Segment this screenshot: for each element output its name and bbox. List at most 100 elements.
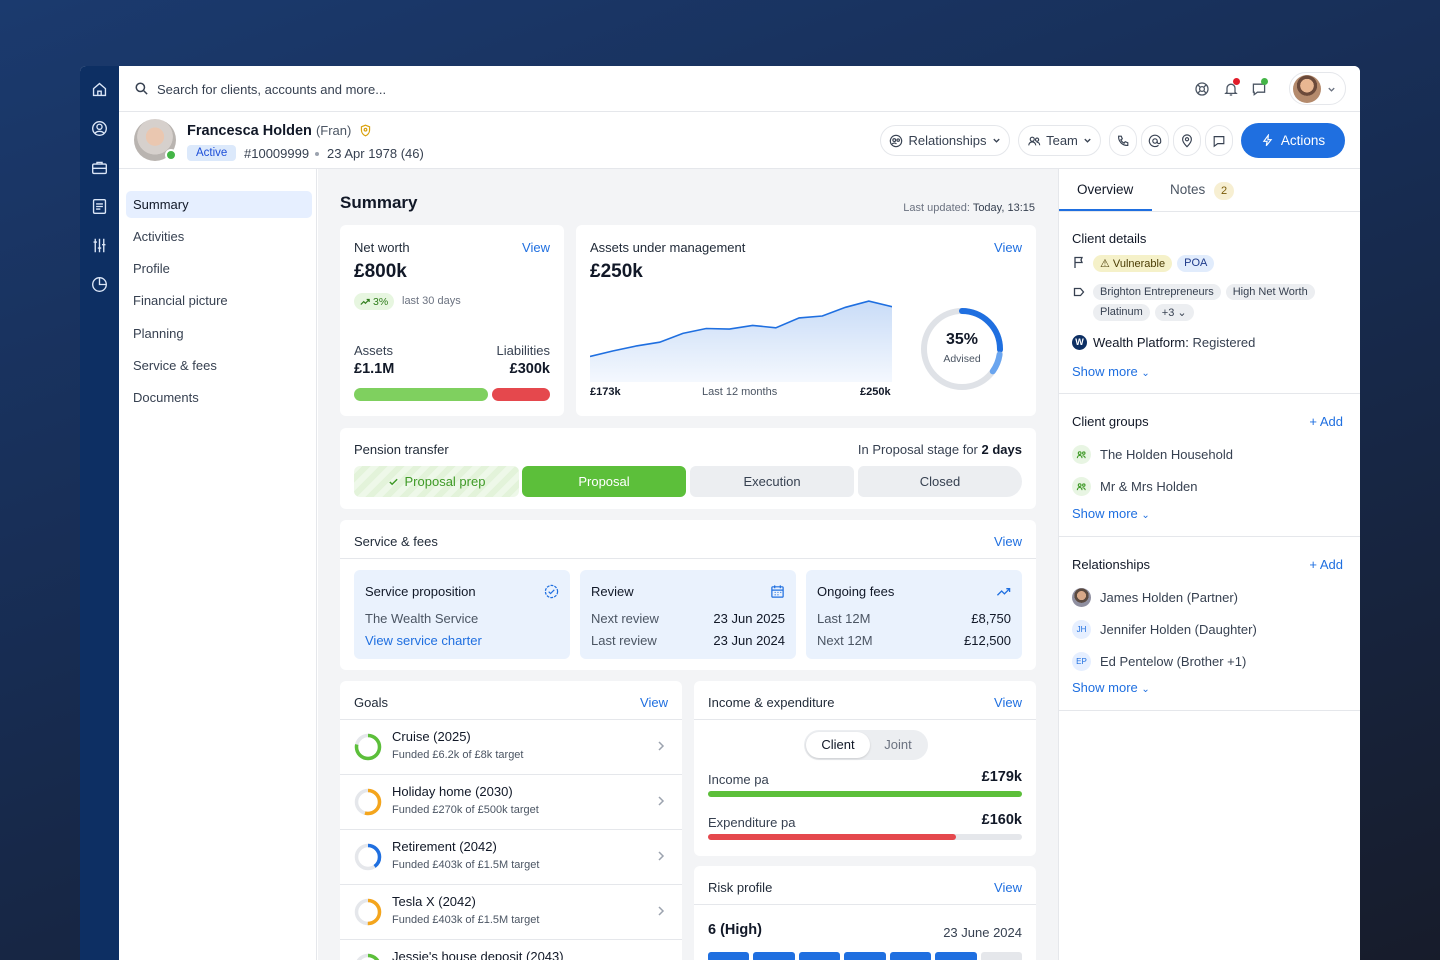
add-client-group-button[interactable]: + Add	[1309, 414, 1343, 429]
notification-dot	[1233, 78, 1240, 85]
fees-next-label: Next 12M	[817, 633, 873, 648]
chevron-right-icon	[658, 796, 665, 806]
nav-item-financial-picture[interactable]: Financial picture	[133, 293, 228, 308]
vulnerable-label: Vulnerable	[1112, 258, 1166, 270]
relationships-label: Relationships	[908, 133, 987, 148]
risk-scale	[708, 952, 1022, 960]
client-details-show-more[interactable]: Show more ⌄	[1072, 364, 1150, 379]
assets-value: £1.1M	[354, 361, 395, 377]
lightning-icon	[1262, 134, 1273, 147]
next-review-value: 23 Jun 2025	[713, 611, 785, 626]
chevron-down-icon	[1084, 138, 1091, 143]
actions-button[interactable]: Actions	[1241, 123, 1345, 158]
goal-row[interactable]: Jessie's house deposit (2043)	[340, 939, 682, 960]
goal-progress-ring	[354, 898, 382, 926]
email-button[interactable]	[1141, 125, 1169, 156]
goal-progress-ring	[354, 788, 382, 816]
relationship-item[interactable]: James Holden (Partner)	[1072, 587, 1238, 607]
nav-item-service-fees[interactable]: Service & fees	[133, 358, 217, 373]
goal-row[interactable]: Tesla X (2042) Funded £403k of £1.5M tar…	[340, 884, 682, 939]
client-groups-show-more[interactable]: Show more ⌄	[1072, 506, 1150, 521]
home-icon[interactable]	[91, 81, 108, 98]
advised-donut	[921, 308, 1003, 390]
client-group-name: The Holden Household	[1100, 446, 1233, 462]
show-more-label: Show more	[1072, 364, 1138, 379]
user-menu[interactable]	[1289, 72, 1346, 105]
nav-item-documents[interactable]: Documents	[133, 390, 199, 405]
bell-icon[interactable]	[1223, 81, 1239, 97]
tab-notes[interactable]: Notes 2	[1170, 169, 1235, 211]
tag-chip: High Net Worth	[1225, 284, 1315, 300]
document-icon[interactable]	[91, 198, 108, 215]
group-icon	[1072, 476, 1091, 496]
pie-chart-icon[interactable]	[91, 276, 108, 293]
client-name: Francesca Holden (Fran)	[187, 123, 372, 139]
ring-progress	[354, 788, 382, 816]
client-group-item[interactable]: Mr & Mrs Holden	[1072, 476, 1198, 496]
help-icon[interactable]	[1194, 81, 1210, 97]
last-updated: Last updated: Today, 13:15	[903, 202, 1035, 214]
message-button[interactable]	[1205, 125, 1233, 156]
chat-icon[interactable]	[1251, 81, 1267, 97]
relationships-show-more[interactable]: Show more ⌄	[1072, 680, 1150, 695]
section-nav: Summary Activities Profile Financial pic…	[119, 169, 317, 960]
stage-execution[interactable]: Execution	[690, 466, 854, 497]
relationship-item[interactable]: EP Ed Pentelow (Brother +1)	[1072, 651, 1246, 671]
client-details-section: Client details ⚠ Vulnerable POA Brighton…	[1059, 212, 1360, 394]
aum-title: Assets under management	[590, 240, 746, 255]
goal-name: Jessie's house deposit (2043)	[392, 949, 564, 960]
relationships-button[interactable]: Relationships	[880, 125, 1010, 156]
app-window: Francesca Holden (Fran) Active #10009999…	[80, 66, 1360, 960]
location-button[interactable]	[1173, 125, 1201, 156]
liabilities-value: £300k	[509, 361, 550, 377]
stage-closed[interactable]: Closed	[858, 466, 1022, 497]
income-label: Income pa	[708, 772, 769, 787]
team-button[interactable]: Team	[1018, 125, 1101, 156]
more-tags-chip[interactable]: +3 ⌄	[1154, 304, 1194, 321]
client-groups-title: Client groups	[1072, 414, 1149, 429]
nav-item-profile[interactable]: Profile	[133, 261, 170, 276]
service-fees-view-link[interactable]: View	[994, 534, 1022, 549]
stage-proposal-prep[interactable]: Proposal prep	[354, 466, 519, 497]
risk-scale-segment	[753, 952, 795, 960]
nav-item-summary[interactable]: Summary	[126, 191, 312, 218]
income-view-link[interactable]: View	[994, 695, 1022, 710]
risk-view-link[interactable]: View	[994, 880, 1022, 895]
liabilities-bar	[492, 388, 550, 401]
goal-row[interactable]: Cruise (2025) Funded £6.2k of £8k target	[340, 719, 682, 774]
online-status-dot	[165, 149, 177, 161]
fees-next-value: £12,500	[964, 633, 1011, 648]
review-box: Review Next review 23 Jun 2025 Last revi…	[580, 570, 796, 659]
aum-view-link[interactable]: View	[994, 240, 1022, 255]
goal-row[interactable]: Retirement (2042) Funded £403k of £1.5M …	[340, 829, 682, 884]
goal-name: Retirement (2042)	[392, 839, 497, 854]
search-input[interactable]	[157, 79, 657, 99]
client-group-item[interactable]: The Holden Household	[1072, 444, 1233, 464]
add-relationship-button[interactable]: + Add	[1309, 557, 1343, 572]
view-service-charter-link[interactable]: View service charter	[365, 633, 482, 648]
main-area: Francesca Holden (Fran) Active #10009999…	[119, 66, 1360, 960]
client-group-name: Mr & Mrs Holden	[1100, 478, 1198, 494]
change-value: 3%	[373, 295, 389, 308]
briefcase-icon[interactable]	[91, 159, 108, 176]
toggle-client[interactable]: Client	[806, 732, 870, 758]
at-icon	[1148, 134, 1162, 147]
user-circle-icon[interactable]	[91, 120, 108, 137]
platform-label: Wealth Platform:	[1093, 335, 1189, 350]
tab-overview[interactable]: Overview	[1077, 182, 1134, 197]
relationship-item[interactable]: JH Jennifer Holden (Daughter)	[1072, 619, 1257, 639]
net-worth-view-link[interactable]: View	[522, 240, 550, 255]
ring-progress	[354, 843, 382, 871]
toggle-joint[interactable]: Joint	[884, 737, 912, 752]
nav-item-activities[interactable]: Activities	[133, 229, 185, 244]
tag-chip: Brighton Entrepreneurs	[1093, 284, 1221, 300]
ring-progress	[354, 898, 382, 926]
next-review-label: Next review	[591, 611, 659, 626]
goals-view-link[interactable]: View	[640, 695, 668, 710]
nav-item-planning[interactable]: Planning	[133, 326, 184, 341]
call-button[interactable]	[1109, 125, 1137, 156]
stage-proposal[interactable]: Proposal	[522, 466, 686, 497]
client-groups-section: Client groups + Add The Holden Household…	[1059, 394, 1360, 537]
sliders-icon[interactable]	[91, 237, 108, 254]
goal-row[interactable]: Holiday home (2030) Funded £270k of £500…	[340, 774, 682, 829]
